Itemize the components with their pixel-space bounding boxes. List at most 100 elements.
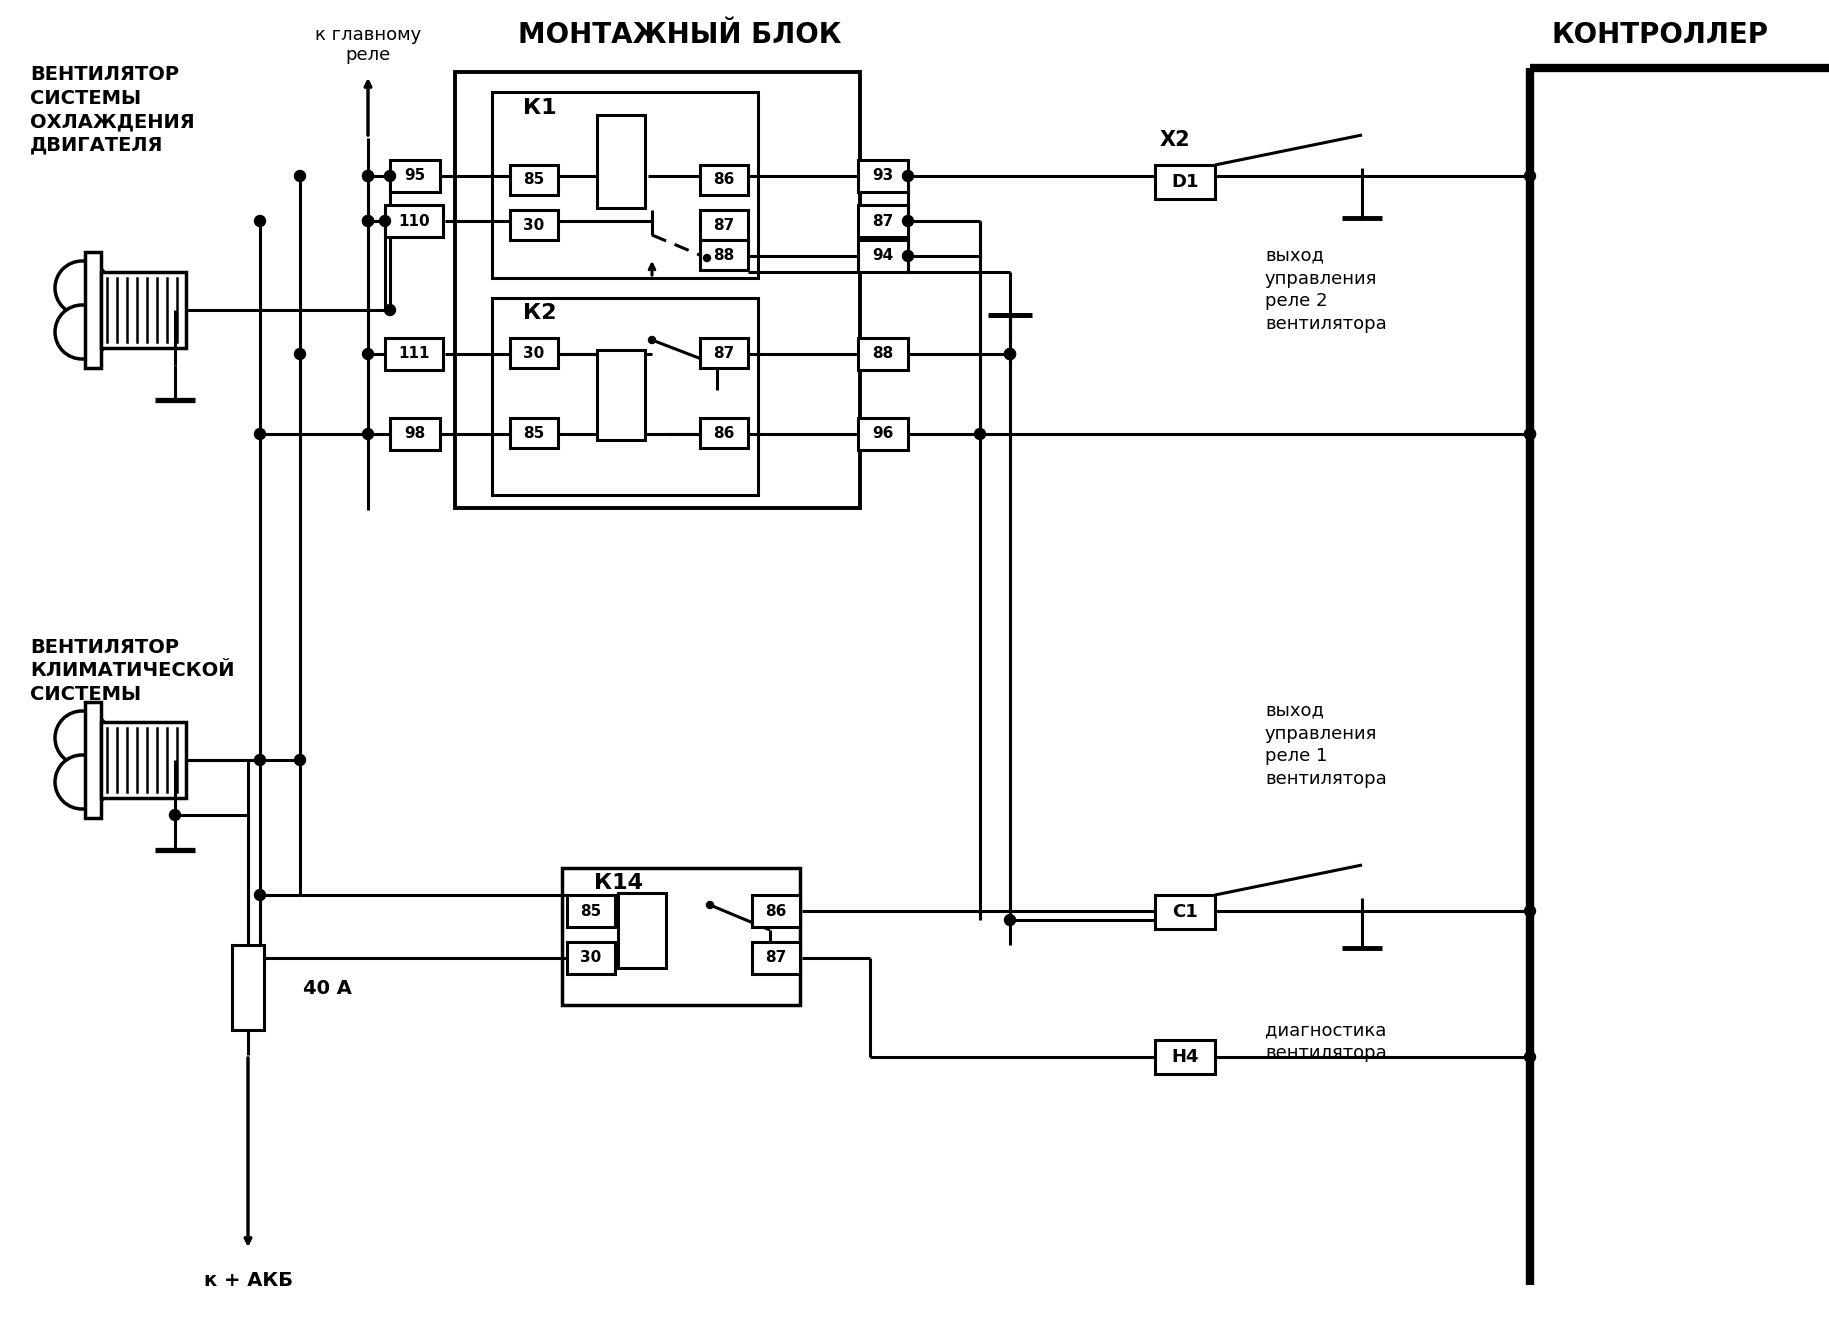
Text: 30: 30 [580,950,602,965]
Text: 98: 98 [404,426,426,441]
Text: К14: К14 [593,873,642,894]
Circle shape [254,890,265,900]
Text: к главному
реле: к главному реле [315,25,421,65]
Bar [492,298,757,495]
Bar [701,240,748,271]
Text: К2: К2 [523,304,556,323]
Circle shape [362,215,373,227]
Text: 94: 94 [872,248,894,264]
Text: 30: 30 [523,346,545,360]
Text: к + АКБ: к + АКБ [203,1270,293,1290]
Text: 110: 110 [399,214,430,228]
Bar [596,115,646,209]
Text: 86: 86 [765,903,786,919]
Bar [701,165,748,195]
Circle shape [649,337,655,343]
Circle shape [704,255,710,261]
Text: C1: C1 [1172,903,1198,921]
Bar [567,895,615,927]
Circle shape [362,429,373,440]
Circle shape [55,711,110,766]
Bar [701,418,748,447]
Circle shape [294,170,305,181]
Text: 86: 86 [713,425,735,441]
Bar [84,702,101,818]
Text: 95: 95 [404,169,426,183]
Circle shape [1525,429,1536,440]
Text: диагностика
вентилятора: диагностика вентилятора [1266,1022,1386,1063]
Bar [510,165,558,195]
Circle shape [362,170,373,181]
Text: Х2: Х2 [1160,129,1191,150]
Bar [567,942,615,974]
Text: 85: 85 [523,173,545,187]
Bar [101,272,187,348]
Circle shape [362,170,373,181]
Text: выход
управления
реле 1
вентилятора: выход управления реле 1 вентилятора [1266,702,1386,788]
Bar [455,73,860,508]
Text: МОНТАЖНЫЙ БЛОК: МОНТАЖНЫЙ БЛОК [518,21,841,49]
Circle shape [55,755,110,809]
Circle shape [384,305,395,315]
Bar [510,338,558,368]
Bar [390,160,441,191]
Bar [858,160,907,191]
Text: 86: 86 [713,173,735,187]
Circle shape [379,215,391,227]
Circle shape [294,755,305,766]
Bar [752,942,799,974]
Bar [752,895,799,927]
Bar [510,418,558,447]
Circle shape [254,215,265,227]
Bar [596,350,646,440]
Circle shape [1525,429,1536,440]
Text: 88: 88 [713,248,735,263]
Circle shape [1525,1052,1536,1063]
Text: 87: 87 [713,218,735,232]
Bar [701,210,748,240]
Text: 87: 87 [713,346,735,360]
Bar [1154,1040,1214,1074]
Bar [1154,165,1214,199]
Circle shape [170,809,181,821]
Circle shape [362,348,373,359]
Circle shape [1525,906,1536,916]
Circle shape [902,215,913,227]
Text: 88: 88 [872,346,894,362]
Circle shape [902,170,913,181]
Circle shape [1525,170,1536,181]
Circle shape [1004,348,1015,359]
Circle shape [1004,915,1015,925]
Text: 85: 85 [523,425,545,441]
Bar [1154,895,1214,929]
Text: 111: 111 [399,346,430,362]
Text: ВЕНТИЛЯТОР
СИСТЕМЫ
ОХЛАЖДЕНИЯ
ДВИГАТЕЛЯ: ВЕНТИЛЯТОР СИСТЕМЫ ОХЛАЖДЕНИЯ ДВИГАТЕЛЯ [29,65,194,154]
Bar [858,205,907,238]
Text: выход
управления
реле 2
вентилятора: выход управления реле 2 вентилятора [1266,247,1386,334]
Text: ВЕНТИЛЯТОР
КЛИМАТИЧЕСКОЙ
СИСТЕМЫ: ВЕНТИЛЯТОР КЛИМАТИЧЕСКОЙ СИСТЕМЫ [29,638,234,704]
Bar [858,418,907,450]
Text: 85: 85 [580,903,602,919]
Circle shape [1004,348,1015,359]
Bar [384,338,443,370]
Circle shape [294,348,305,359]
Text: 87: 87 [765,950,786,965]
Circle shape [254,429,265,440]
Bar [390,418,441,450]
Circle shape [254,755,265,766]
Text: К1: К1 [523,98,556,117]
Bar [858,240,907,272]
Bar [84,252,101,368]
Circle shape [902,251,913,261]
Circle shape [384,170,395,181]
Bar [101,722,187,799]
Bar [858,338,907,370]
Circle shape [706,902,713,908]
Circle shape [362,215,373,227]
Bar [510,210,558,240]
Circle shape [55,305,110,359]
Bar [384,205,443,238]
Text: 40 А: 40 А [304,978,351,998]
Text: КОНТРОЛЛЕР: КОНТРОЛЛЕР [1551,21,1769,49]
Bar [492,92,757,279]
